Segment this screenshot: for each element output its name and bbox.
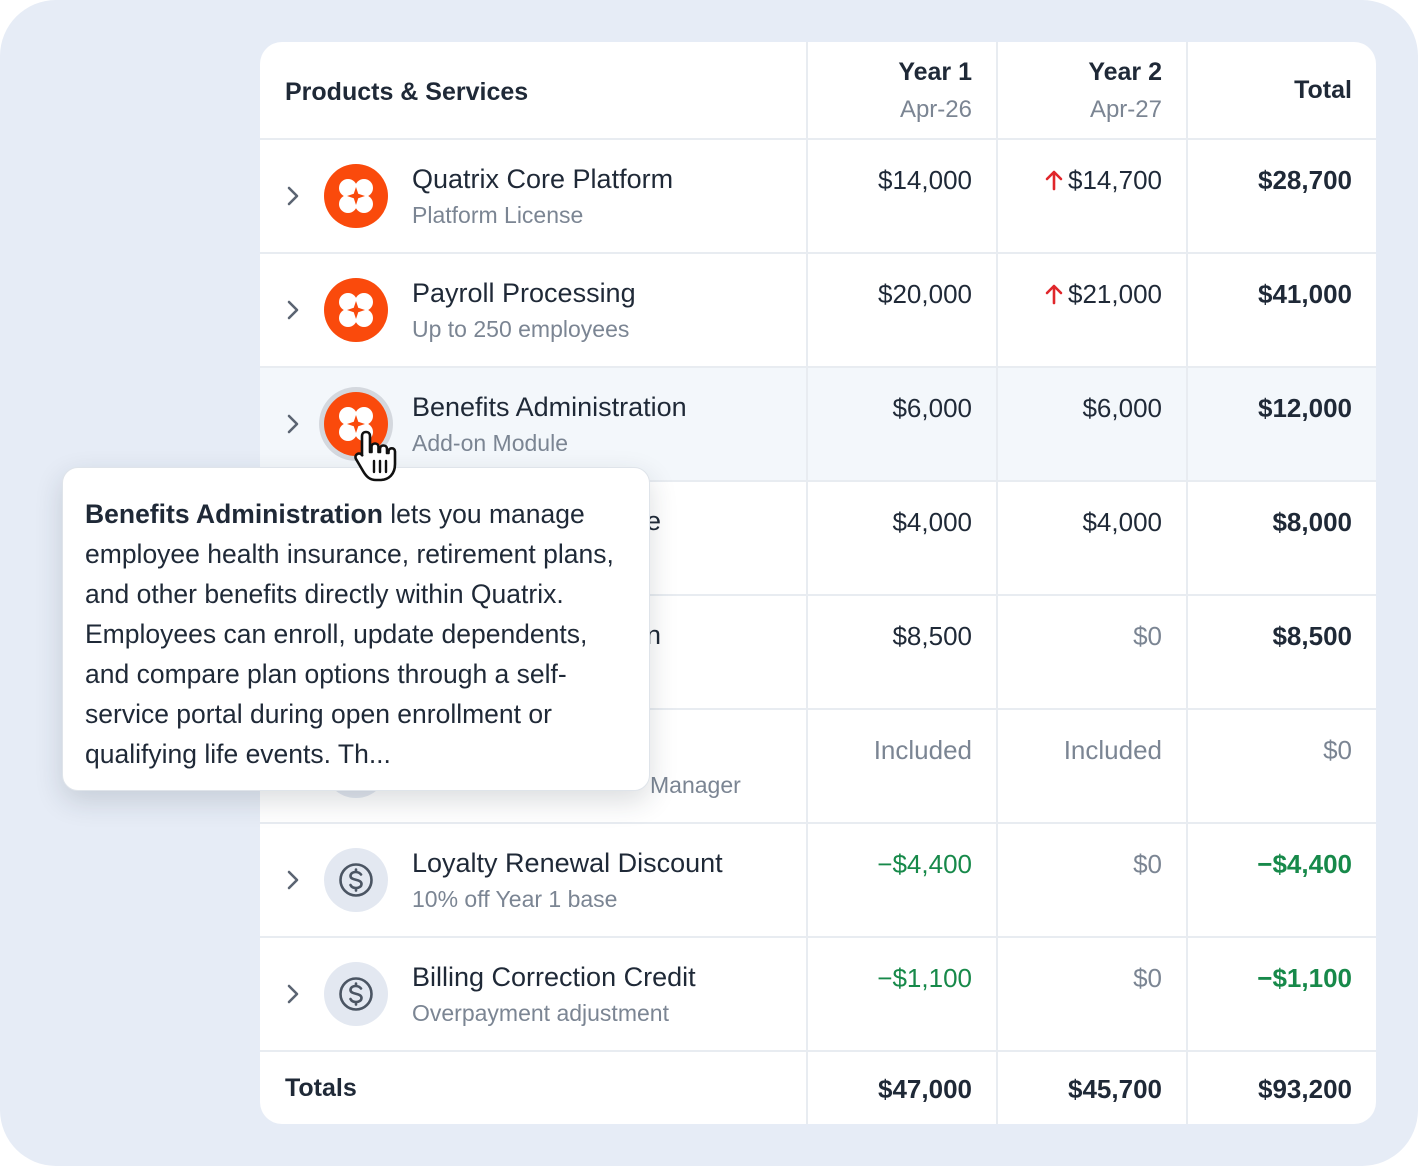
product-info-tooltip: Benefits Administration lets you manage … [62,467,650,791]
product-description: Up to 250 employees [412,316,630,342]
column-divider [1186,42,1188,1124]
totals-label: Totals [285,1074,357,1102]
year2-amount-value: $14,700 [1068,165,1162,195]
year1-amount: $8,500 [892,621,972,651]
year1-amount: −$1,100 [877,963,972,993]
table-row[interactable]: e $4,000 $4,000 $8,000 [260,482,1376,596]
product-name: Billing Correction Credit [412,962,696,992]
year2-amount: $0 [1133,849,1162,879]
total-amount: −$1,100 [1257,963,1352,993]
year2-amount: $4,000 [1082,507,1162,537]
product-description: 10% off Year 1 base [412,886,618,912]
year2-amount-value: $21,000 [1068,279,1162,309]
pricing-table: Products & Services Year 1 Apr-26 Year 2… [260,42,1376,1124]
arrow-up-icon [1045,170,1063,191]
year2-amount: Included [1063,735,1162,765]
year2-amount: $0 [1133,621,1162,651]
product-name: Benefits Administration [412,392,687,422]
column-header-year1[interactable]: Year 1 [898,58,972,86]
product-name: Payroll Processing [412,278,636,308]
total-amount: −$4,400 [1257,849,1352,879]
year2-amount: $21,000 [998,279,1162,310]
column-header-products: Products & Services [285,78,529,106]
year1-amount: $4,000 [892,507,972,537]
product-name: Quatrix Core Platform [412,164,674,194]
table-row[interactable]: n $8,500 $0 $8,500 [260,596,1376,710]
dollar-circle-icon [324,962,388,1026]
total-amount: $8,500 [1272,621,1352,651]
total-amount: $0 [1323,735,1352,765]
totals-year2: $45,700 [1068,1074,1162,1104]
total-amount: $28,700 [1258,165,1352,195]
column-header-year1-date: Apr-26 [899,96,972,123]
table-row[interactable]: Loyalty Renewal Discount 10% off Year 1 … [260,824,1376,938]
chevron-right-icon[interactable] [282,185,304,207]
tooltip-body: lets you manage employee health insuranc… [85,499,614,769]
column-divider [806,42,808,1124]
chevron-right-icon[interactable] [282,869,304,891]
chevron-right-icon[interactable] [282,299,304,321]
column-header-year2[interactable]: Year 2 [1088,58,1162,86]
column-header-year2-date: Apr-27 [1089,96,1162,123]
product-description: Overpayment adjustment [412,1000,669,1026]
product-description: Add-on Module [412,430,568,456]
quatrix-logo-icon [324,278,388,342]
year1-amount: −$4,400 [877,849,972,879]
year1-amount: $14,000 [878,165,972,195]
year2-amount: $14,700 [998,165,1162,196]
product-name: Loyalty Renewal Discount [412,848,723,878]
year2-amount: $0 [1133,963,1162,993]
table-row[interactable]: Benefits Administration Add-on Module $6… [260,368,1376,482]
year1-amount: $20,000 [878,279,972,309]
column-divider [996,42,998,1124]
year1-amount: $6,000 [892,393,972,423]
chevron-right-icon[interactable] [282,983,304,1005]
table-row[interactable]: Payroll Processing Up to 250 employees $… [260,254,1376,368]
year2-amount: $6,000 [1082,393,1162,423]
product-description-fragment: Manager [650,772,741,798]
dollar-circle-icon [324,848,388,912]
total-amount: $41,000 [1258,279,1352,309]
table-row[interactable]: Quatrix Core Platform Platform License $… [260,140,1376,254]
chevron-right-icon[interactable] [282,413,304,435]
table-row[interactable]: Billing Correction Credit Overpayment ad… [260,938,1376,1052]
total-amount: $12,000 [1258,393,1352,423]
hand-pointer-cursor-icon [354,430,397,482]
column-header-total: Total [1294,76,1352,104]
year1-amount: Included [873,735,972,765]
product-description: Platform License [412,202,584,228]
arrow-up-icon [1045,284,1063,305]
totals-year1: $47,000 [878,1074,972,1104]
totals-grand: $93,200 [1258,1074,1352,1104]
table-header: Products & Services Year 1 Apr-26 Year 2… [260,42,1376,140]
total-amount: $8,000 [1272,507,1352,537]
quatrix-logo-icon [324,164,388,228]
tooltip-title: Benefits Administration [85,499,383,529]
